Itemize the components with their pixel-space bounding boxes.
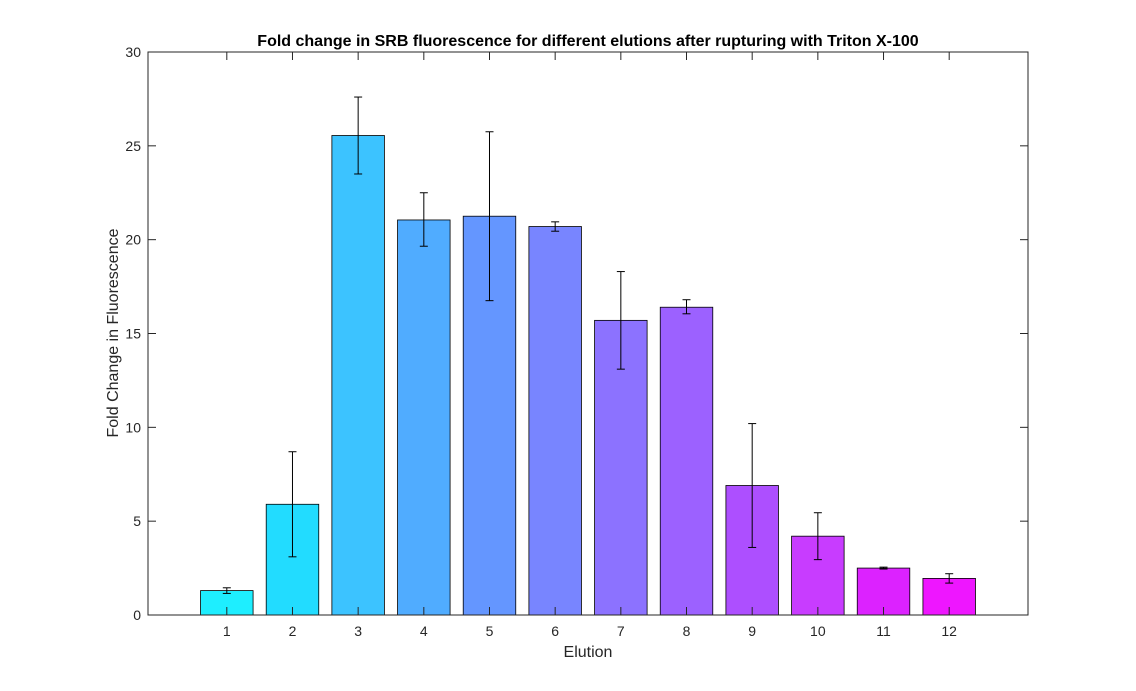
x-ticks: 1 2 3 4 5 6 7 8 9 10 11 12	[223, 52, 957, 639]
y-tick-label: 5	[133, 513, 141, 529]
x-tick-label: 3	[354, 623, 362, 639]
error-bar-11	[879, 566, 888, 570]
x-tick-label: 2	[289, 623, 297, 639]
x-tick-label: 4	[420, 623, 428, 639]
error-bar-12	[945, 573, 954, 584]
x-tick-label: 9	[748, 623, 756, 639]
y-tick-label: 0	[133, 607, 141, 623]
x-axis-label: Elution	[564, 644, 613, 661]
error-bar-8	[682, 299, 691, 315]
x-tick-label: 8	[683, 623, 691, 639]
bar-6	[528, 226, 582, 616]
bar-3	[331, 135, 385, 616]
y-tick-label: 30	[125, 44, 141, 60]
error-bar-7	[616, 271, 625, 370]
y-tick-label: 10	[125, 419, 141, 435]
bar-4	[397, 219, 451, 616]
bar-8	[659, 306, 714, 616]
chart-title: Fold change in SRB fluorescence for diff…	[257, 33, 919, 50]
x-tick-label: 10	[810, 623, 826, 639]
y-tick-label: 15	[125, 326, 141, 342]
y-tick-label: 25	[125, 138, 141, 154]
error-bar-4	[419, 192, 428, 247]
y-ticks: 0 5 10 15 20 25 30	[125, 44, 1028, 623]
error-bar-10	[813, 512, 822, 561]
y-axis-label: Fold Change in Fluorescence	[105, 228, 122, 437]
x-tick-label: 12	[941, 623, 957, 639]
x-tick-label: 6	[551, 623, 559, 639]
y-tick-label: 20	[125, 232, 141, 248]
x-tick-label: 7	[617, 623, 625, 639]
error-bar-5	[485, 131, 494, 302]
x-tick-label: 11	[876, 623, 891, 639]
error-bar-6	[551, 221, 560, 232]
error-bar-2	[288, 451, 297, 558]
error-bars	[222, 96, 954, 594]
x-tick-label: 1	[223, 623, 231, 639]
error-bar-3	[354, 96, 363, 175]
error-bar-1	[222, 587, 231, 594]
error-bar-9	[748, 423, 757, 548]
bars	[200, 135, 976, 616]
x-tick-label: 5	[486, 623, 494, 639]
